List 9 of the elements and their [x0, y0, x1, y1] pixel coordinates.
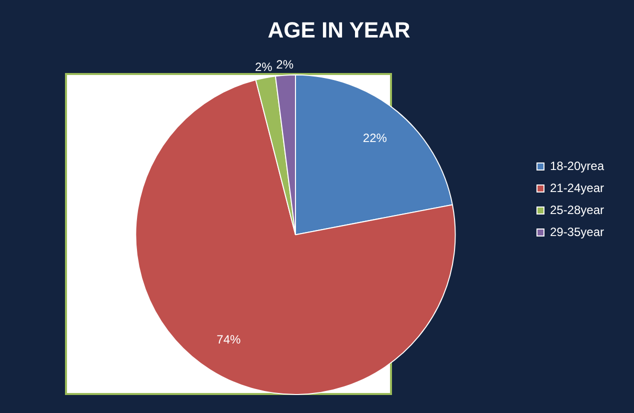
data-label: 74%: [216, 332, 242, 346]
legend-label: 21-24year: [550, 180, 604, 195]
legend-label: 29-35year: [550, 224, 604, 239]
data-label: 22%: [362, 130, 388, 145]
chart-title: AGE IN YEAR: [268, 17, 410, 42]
data-label: 2%: [276, 58, 294, 72]
legend-label: 25-28year: [550, 202, 604, 217]
data-label: 2%: [254, 60, 273, 74]
legend-label: 18-20yrea: [550, 158, 604, 173]
